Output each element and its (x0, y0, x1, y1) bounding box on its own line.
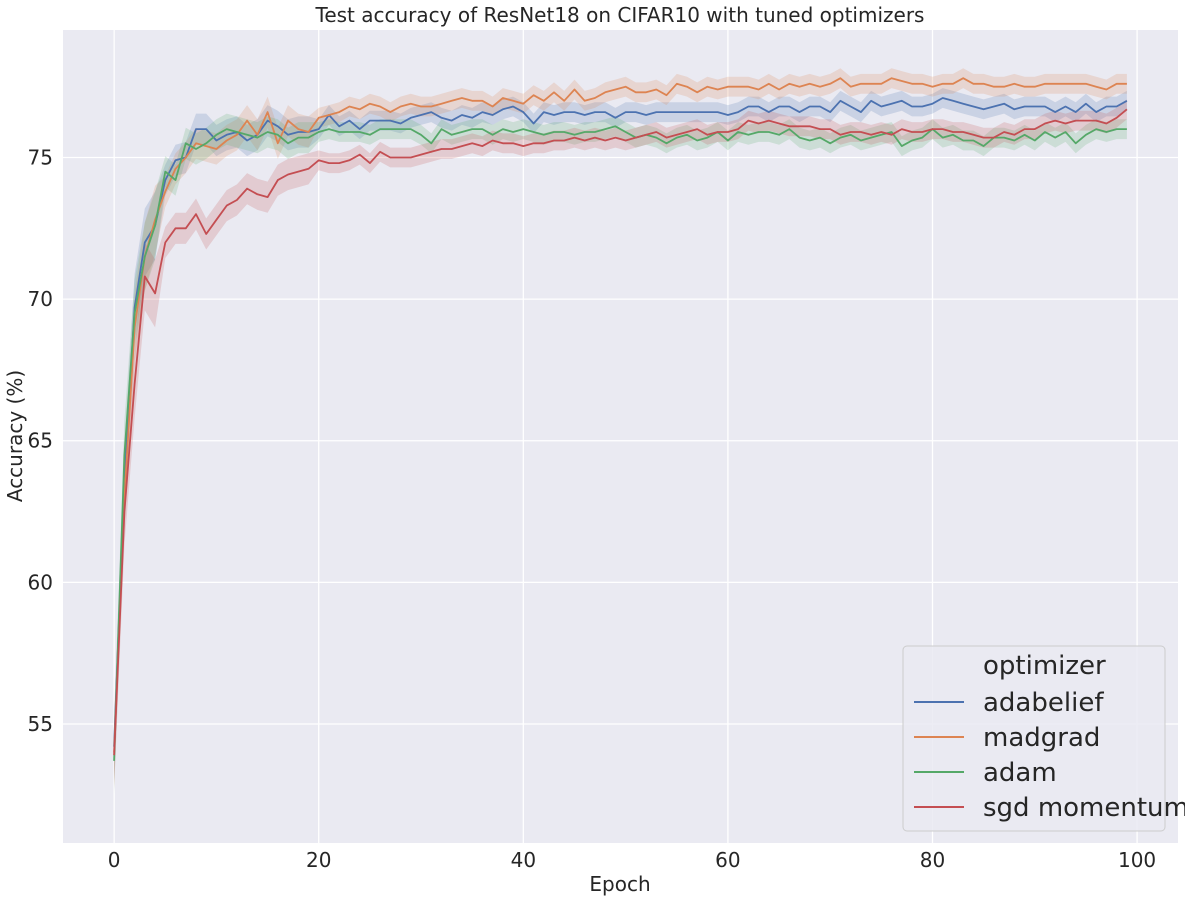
y-axis-title: Accuracy (%) (3, 370, 27, 502)
y-tick-label: 70 (28, 287, 53, 311)
x-tick-label: 80 (920, 848, 945, 872)
series-line (113, 125, 1127, 761)
y-tick-label: 65 (28, 429, 53, 453)
tick-labels: 0 20 40 60 80 100 55 60 65 70 75 (28, 145, 1157, 872)
series-line (113, 108, 1128, 756)
series-lines (113, 77, 1128, 761)
legend: optimizer adabelief madgrad adam sgd moment… (902, 645, 1185, 832)
legend-label: adam (983, 758, 1057, 788)
y-tick-label: 75 (28, 145, 53, 169)
legend-label: sgd momentum (983, 793, 1185, 823)
x-tick-label: 60 (715, 848, 740, 872)
legend-box (902, 645, 1166, 832)
legend-title: optimizer (983, 651, 1106, 681)
y-tick-label: 55 (28, 712, 53, 736)
x-tick-label: 20 (306, 848, 331, 872)
x-axis-title: Epoch (589, 872, 650, 896)
y-tick-label: 60 (28, 570, 53, 594)
x-tick-label: 100 (1118, 848, 1156, 872)
chart-title: Test accuracy of ResNet18 on CIFAR10 wit… (315, 3, 925, 27)
x-tick-label: 40 (511, 848, 536, 872)
series-line (113, 77, 1127, 753)
x-tick-label: 0 (108, 848, 121, 872)
legend-label: adabelief (983, 688, 1104, 718)
grid-lines (63, 30, 1178, 843)
legend-label: madgrad (983, 723, 1100, 753)
